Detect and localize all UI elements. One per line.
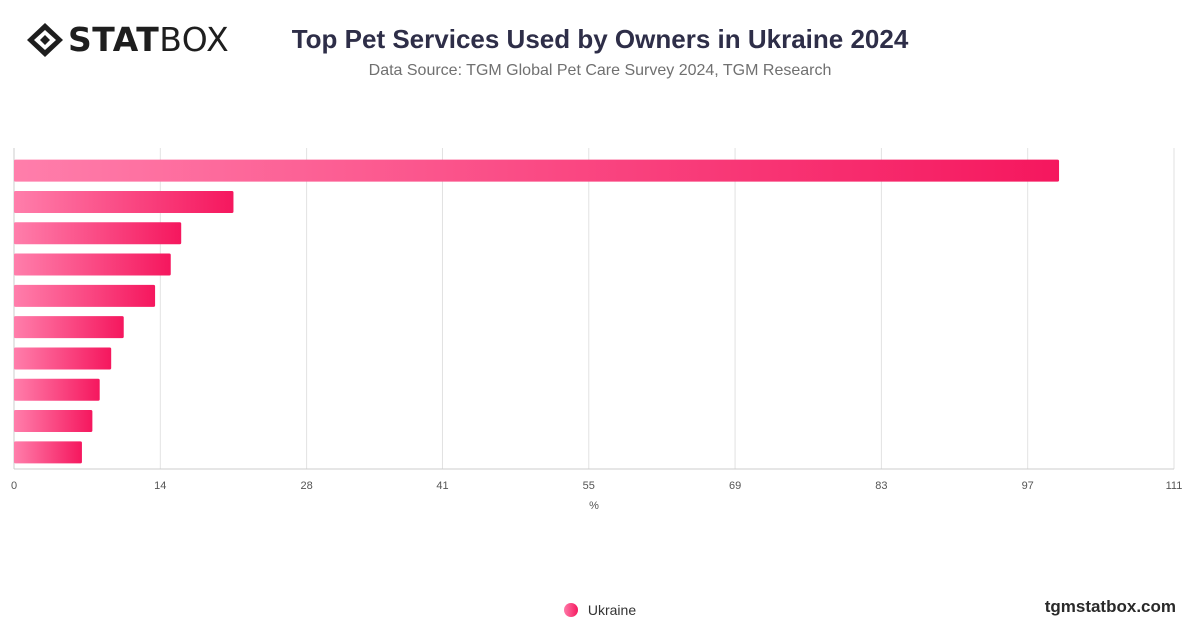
legend-label-ukraine: Ukraine	[587, 602, 637, 618]
statbox-logo-text: STATBOX	[68, 22, 229, 58]
x-tick-label: 28	[300, 480, 312, 492]
logo-text-bold: STAT	[68, 20, 160, 59]
bar-2[interactable]	[14, 190, 234, 213]
statbox-logo-icon	[27, 23, 63, 57]
website-watermark: tgmstatbox.com	[1044, 597, 1176, 616]
x-tick-label: 0	[11, 480, 17, 492]
bar-8[interactable]	[14, 378, 100, 401]
bar-10[interactable]	[14, 441, 82, 464]
x-tick-label: 69	[729, 480, 741, 492]
legend-swatch	[563, 603, 578, 617]
bar-5[interactable]	[14, 284, 156, 307]
chart-title: Top Pet Services Used by Owners in Ukrai…	[291, 24, 909, 54]
x-axis-ticks: 0 14 28 41 55 69 83 97 111	[11, 480, 1182, 492]
bar-6[interactable]	[14, 316, 124, 339]
x-tick-label: 83	[875, 480, 887, 492]
x-tick-label: 14	[154, 480, 166, 492]
bar-1[interactable]	[14, 159, 1060, 182]
x-tick-label: 55	[583, 480, 595, 492]
bars	[14, 159, 1060, 464]
bar-9[interactable]	[14, 410, 93, 433]
chart-subtitle: Data Source: TGM Global Pet Care Survey …	[368, 62, 832, 79]
statbox-logo: STATBOX	[26, 22, 229, 58]
bar-3[interactable]	[14, 222, 182, 245]
bar-4[interactable]	[14, 253, 171, 276]
x-tick-label: 97	[1022, 480, 1034, 492]
x-axis-label: %	[589, 500, 599, 512]
x-tick-label: 111	[1166, 480, 1183, 492]
x-tick-label: 41	[436, 480, 448, 492]
logo-text-light: BOX	[159, 20, 230, 59]
legend[interactable]: Ukraine	[0, 602, 1200, 618]
bar-7[interactable]	[14, 347, 112, 370]
